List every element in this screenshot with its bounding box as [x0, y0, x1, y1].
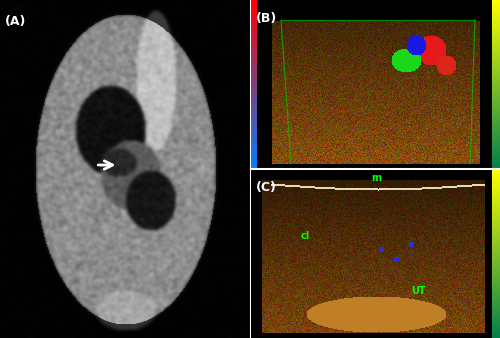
Text: (C): (C): [256, 181, 277, 194]
Text: (A): (A): [5, 15, 26, 28]
Text: cl: cl: [301, 231, 310, 241]
Text: (B): (B): [256, 12, 277, 25]
Text: UT: UT: [411, 286, 426, 296]
Text: m: m: [371, 173, 381, 183]
